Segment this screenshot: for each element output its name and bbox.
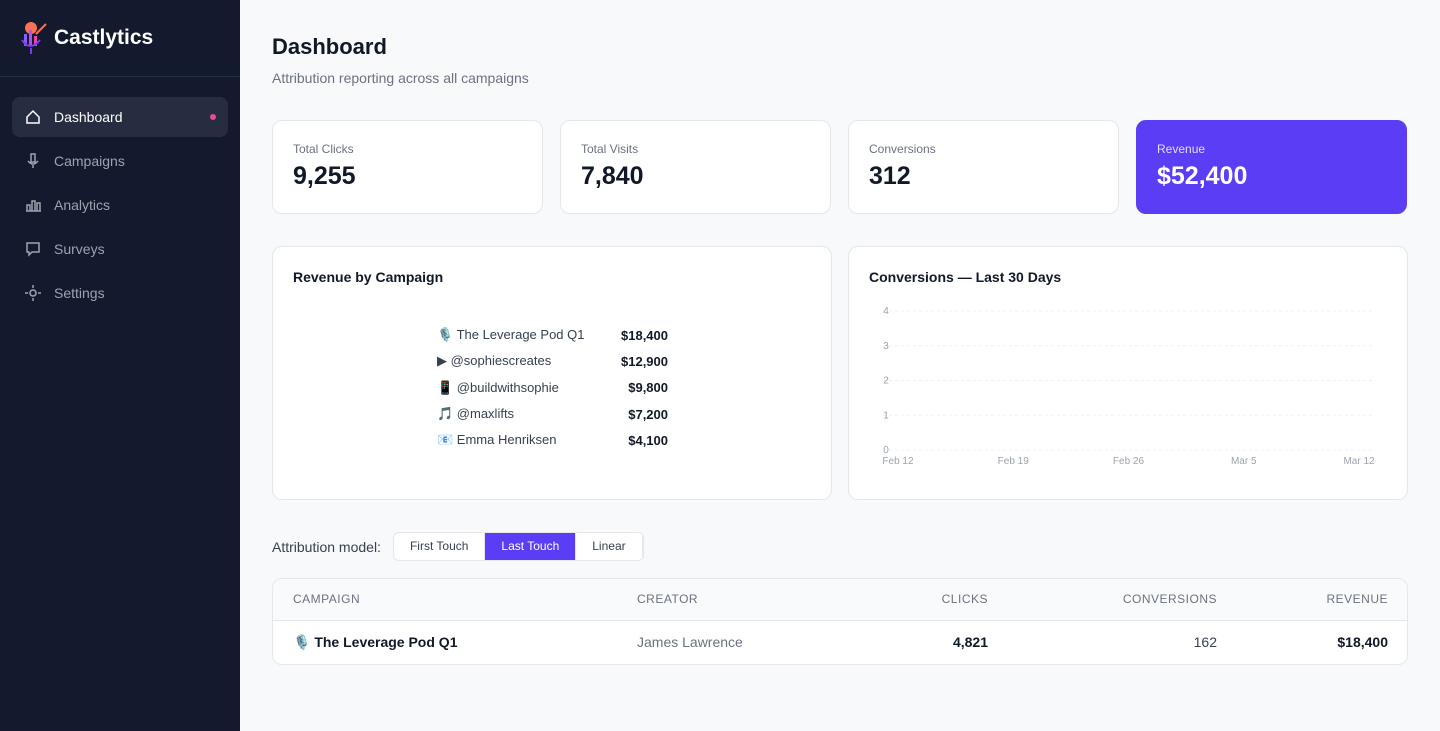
attribution-option[interactable]: First Touch: [394, 533, 486, 560]
panel-title: Revenue by Campaign: [293, 269, 444, 285]
nav-label: Surveys: [54, 241, 105, 257]
icon-path: [26, 109, 40, 124]
campaign-revenue: $12,900: [621, 353, 668, 369]
campaign-revenue: $7,200: [628, 406, 668, 422]
conversions-panel: Conversions — Last 30 Days 0 1 2 3 4 Feb 12 Fe…: [848, 246, 1408, 500]
table-cell: 🎙️ The Leverage Pod Q1: [293, 633, 458, 650]
y-tick-label: 1: [883, 410, 889, 421]
campaign-revenue: $4,100: [628, 432, 668, 448]
nav-label: Analytics: [54, 197, 111, 213]
revenue-panel: Revenue by Campaign 🎙️ The Leverage Pod …: [272, 246, 832, 500]
stat-card: Total Visits 7,840: [560, 120, 831, 214]
logo-icon: [21, 22, 47, 54]
x-tick-label: Feb 26: [1113, 456, 1145, 467]
nav-icon: [26, 200, 41, 212]
table-cell: 162: [1193, 634, 1217, 651]
chart: 0 1 2 3 4 Feb 12 Feb 19 Feb 26 Mar 5 Mar 12: [882, 306, 1375, 467]
stats: Total Clicks 9,255 Total Visits 7,840 Conver…: [272, 120, 1407, 214]
nav-item[interactable]: Analytics: [12, 185, 228, 225]
nav-item[interactable]: Campaigns: [12, 141, 228, 181]
nav-icon: [27, 153, 39, 168]
nav-label: Campaigns: [54, 153, 125, 169]
revenue-row: ▶ @sophiescreates $12,900: [437, 348, 668, 374]
revenue-row: 🎙️ The Leverage Pod Q1 $18,400: [437, 322, 668, 348]
stat-value: 7,840: [581, 162, 644, 190]
revenue-row: 📱 @buildwithsophie $9,800: [437, 375, 668, 401]
stat-label: Conversions: [869, 142, 936, 156]
stat-value: 9,255: [293, 162, 356, 190]
stat-value: 312: [869, 162, 911, 190]
campaign-name: 🎙️ The Leverage Pod Q1: [437, 327, 585, 343]
nav-item[interactable]: Surveys: [12, 229, 228, 269]
stat-value: $52,400: [1157, 162, 1248, 190]
nav-icon: [26, 242, 40, 257]
x-tick-label: Mar 5: [1231, 456, 1257, 467]
icon-path: [27, 153, 39, 168]
stat-card: Revenue $52,400: [1136, 120, 1407, 214]
revenue-row: 🎵 @maxlifts $7,200: [437, 401, 668, 427]
campaign-name: ▶ @sophiescreates: [437, 353, 552, 369]
icon-path: [25, 285, 41, 301]
attribution-option[interactable]: Linear: [576, 533, 643, 560]
campaign-revenue: $18,400: [621, 327, 668, 343]
icon-path: [26, 242, 40, 257]
nav-icon: [26, 109, 40, 124]
y-tick-label: 4: [883, 306, 889, 317]
column-header: CONVERSIONS: [1008, 579, 1237, 621]
y-tick-label: 2: [883, 376, 889, 387]
header-row: CAMPAIGN CREATOR CLICKS CONVERSIONS REVENUE: [273, 579, 1407, 621]
sidebar: Castlytics Dashboard Campaigns Analytics Su…: [0, 0, 240, 731]
page-title: Dashboard: [272, 34, 387, 59]
x-tick-label: Feb 19: [998, 456, 1030, 467]
column-header: CAMPAIGN: [273, 579, 617, 621]
stat-card: Total Clicks 9,255: [272, 120, 543, 214]
revenue-row: 📧 Emma Henriksen $4,100: [437, 427, 668, 453]
table-body: 🎙️ The Leverage Pod Q1 James Lawrence 4,82…: [273, 620, 1407, 664]
nav-item[interactable]: Dashboard: [12, 97, 228, 137]
campaign-name: 🎵 @maxlifts: [437, 406, 515, 422]
table-cell: 4,821: [952, 634, 988, 651]
column-header: CLICKS: [801, 579, 1008, 621]
segmented-control: First Touch Last Touch Linear: [392, 532, 644, 561]
page-subtitle: Attribution reporting across all campaig…: [272, 70, 529, 86]
nav-icon: [25, 285, 41, 301]
y-tick-label: 0: [883, 445, 889, 456]
table: CAMPAIGN CREATOR CLICKS CONVERSIONS REVENUE …: [273, 579, 1407, 664]
brand[interactable]: Castlytics: [20, 20, 153, 56]
x-tick-label: Feb 12: [882, 456, 914, 467]
stat-label: Total Visits: [581, 142, 639, 156]
revenue-list: 🎙️ The Leverage Pod Q1 $18,400 ▶ @sophiesc…: [437, 322, 668, 453]
table-cell: James Lawrence: [637, 634, 743, 651]
nav-item[interactable]: Settings: [12, 273, 228, 313]
stat-card: Conversions 312: [848, 120, 1119, 214]
panel-title: Conversions — Last 30 Days: [869, 269, 1062, 285]
column-header: CREATOR: [617, 579, 801, 621]
campaign-name: 📱 @buildwithsophie: [437, 379, 559, 395]
attribution-label: Attribution model:: [272, 538, 381, 555]
y-tick-label: 3: [883, 341, 889, 352]
column-header: REVENUE: [1237, 579, 1407, 621]
icon-path: [26, 200, 41, 212]
divider: [0, 76, 240, 77]
stat-label: Total Clicks: [293, 142, 354, 156]
nav-label: Settings: [54, 285, 105, 301]
nav: Dashboard Campaigns Analytics Surveys Settin…: [12, 97, 228, 317]
campaign-revenue: $9,800: [628, 380, 668, 396]
attribution-option[interactable]: Last Touch: [485, 533, 577, 560]
x-tick-label: Mar 12: [1343, 456, 1375, 467]
stat-label: Revenue: [1157, 142, 1206, 156]
campaign-name: 📧 Emma Henriksen: [437, 432, 557, 448]
brand-name: Castlytics: [54, 26, 154, 49]
nav-label: Dashboard: [54, 109, 123, 125]
table-cell: $18,400: [1337, 634, 1388, 651]
attribution: Attribution model: First Touch Last Touch…: [272, 532, 644, 561]
table-container: CAMPAIGN CREATOR CLICKS CONVERSIONS REVENUE …: [272, 578, 1408, 665]
table-row[interactable]: 🎙️ The Leverage Pod Q1 James Lawrence 4,82…: [273, 620, 1407, 664]
